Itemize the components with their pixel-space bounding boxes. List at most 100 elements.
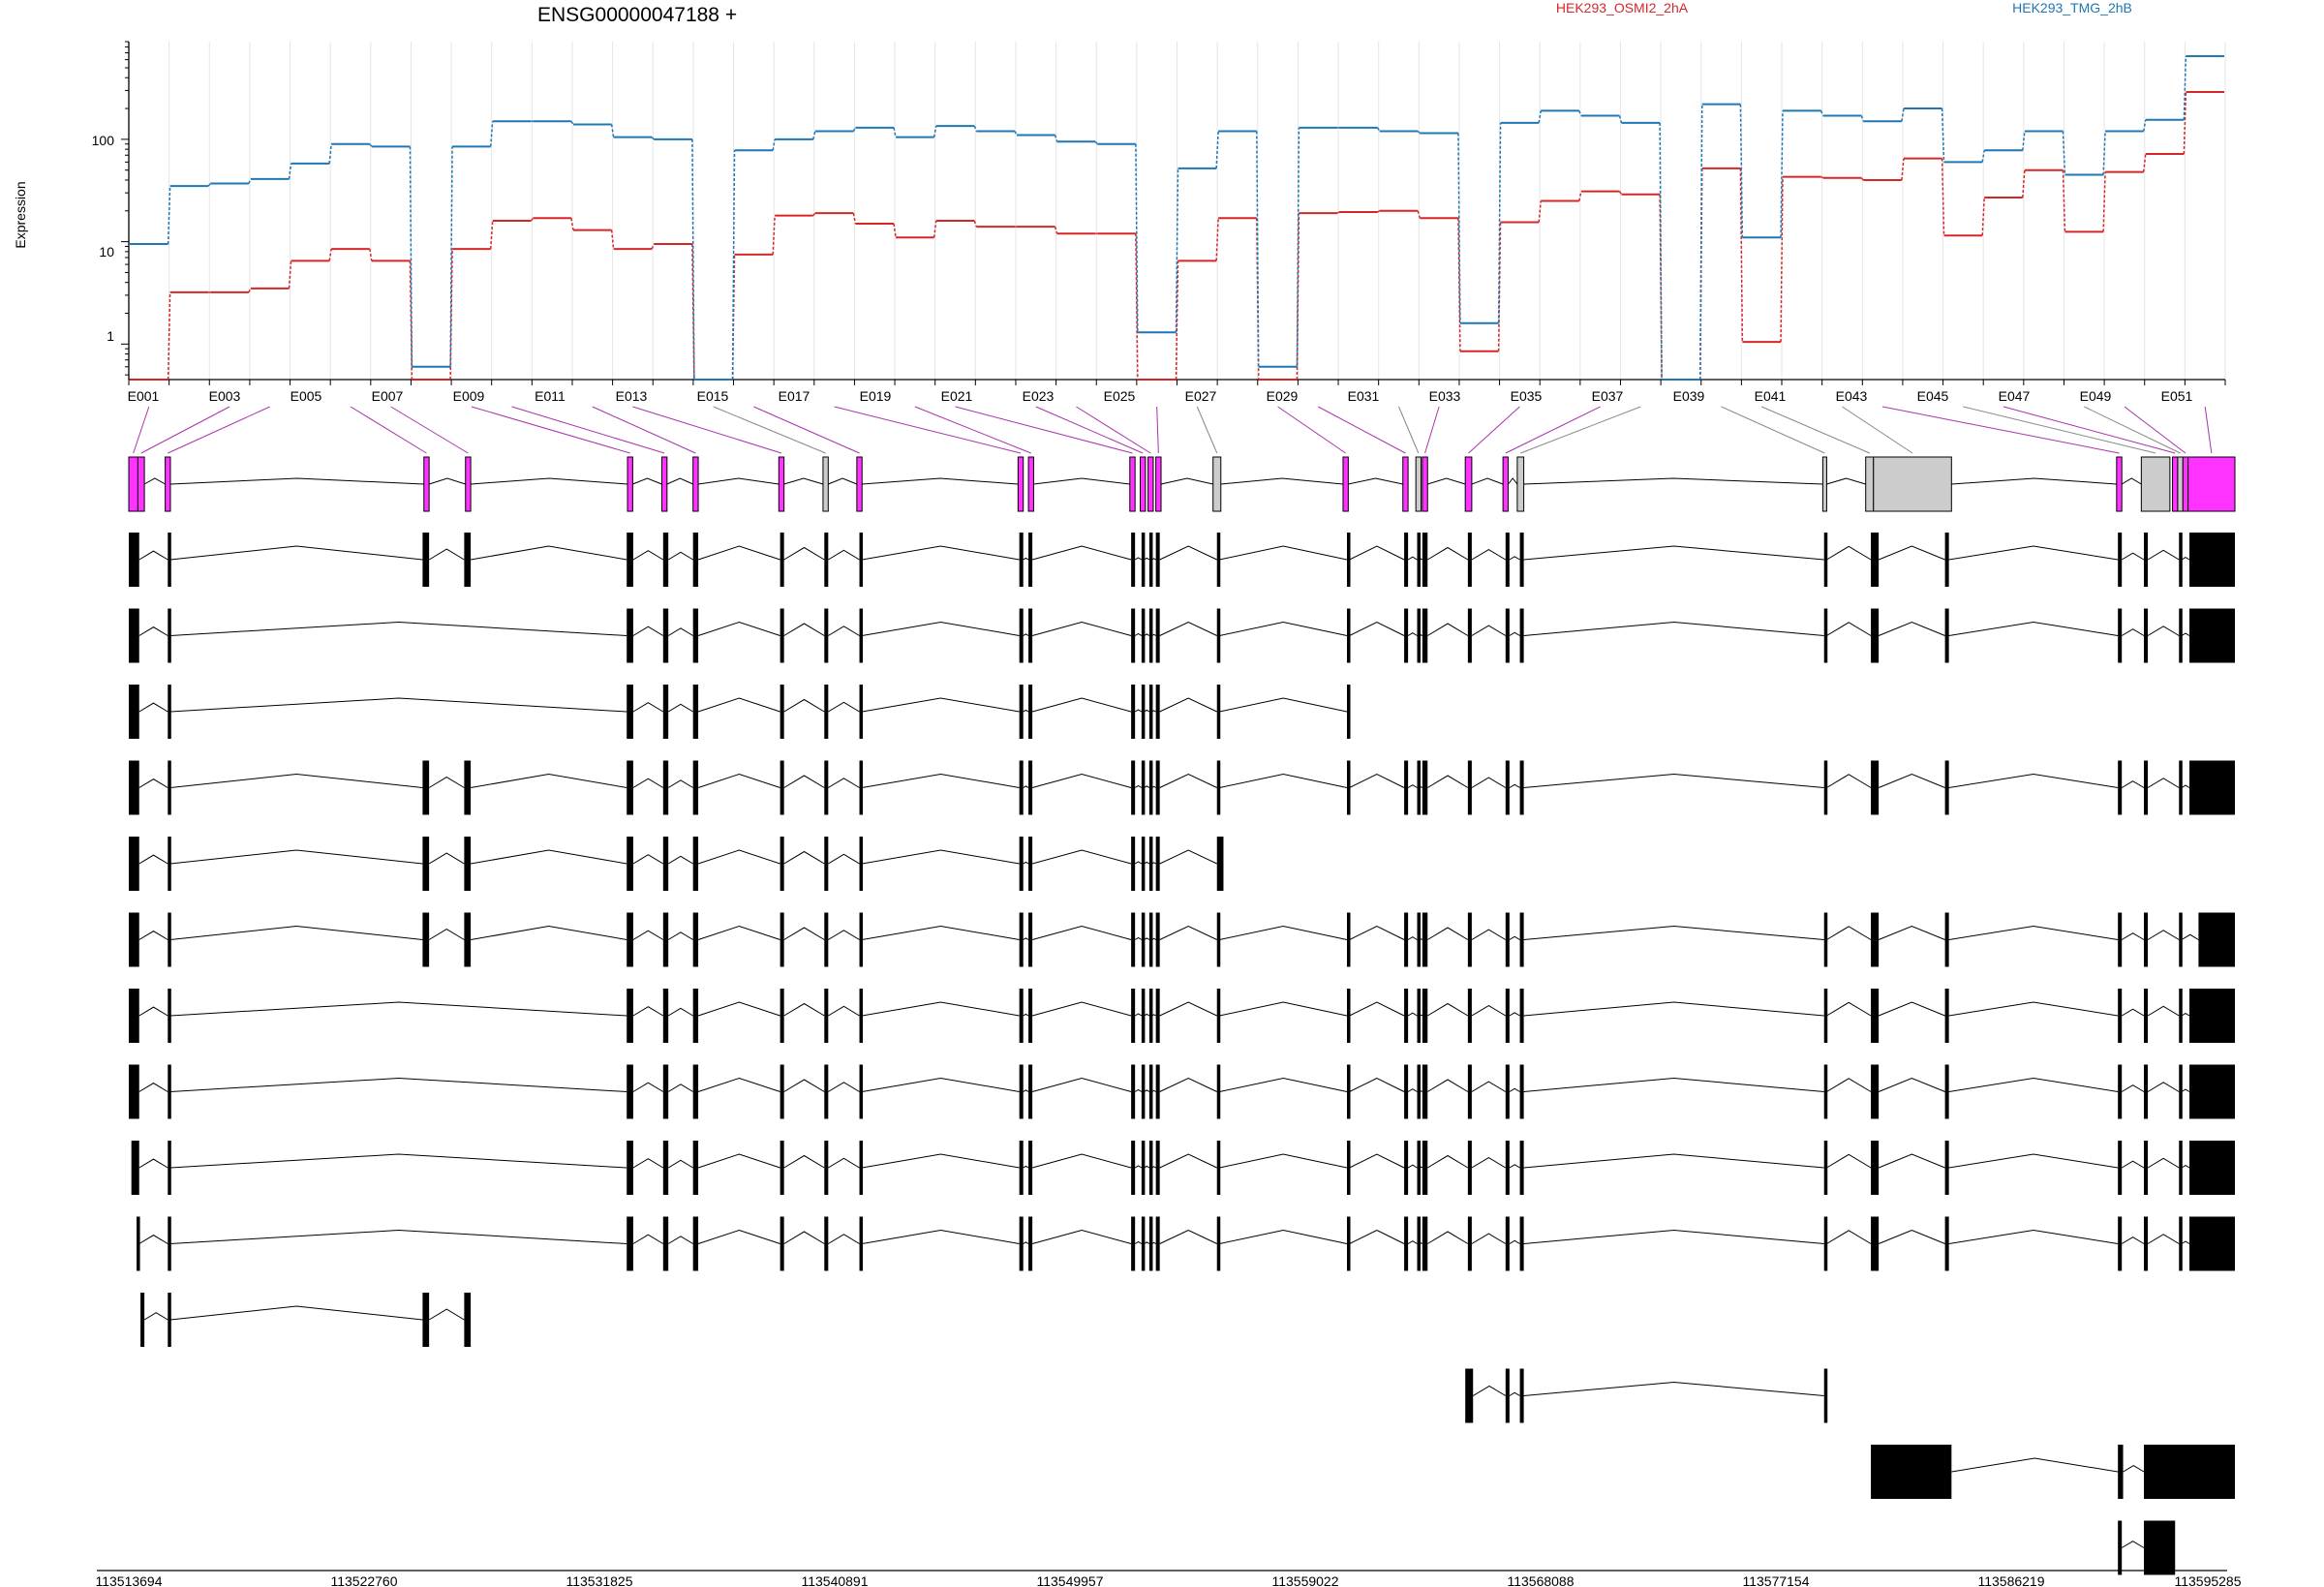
transcript-exon <box>2118 1141 2123 1195</box>
intron-line <box>1033 477 1130 485</box>
transcript-exon <box>1028 533 1033 587</box>
transcript-exon <box>662 1064 669 1119</box>
transcript-intron <box>783 1079 825 1092</box>
transcript-intron <box>471 925 627 940</box>
legend-series-tmg: HEK293_TMG_2hB <box>2012 0 2132 15</box>
transcript-intron <box>2147 930 2180 940</box>
transcript-intron <box>1407 936 1418 940</box>
transcript-intron <box>138 854 168 865</box>
transcript-exon <box>422 1293 430 1347</box>
transcript-exon <box>464 1293 472 1347</box>
transcript-exon <box>662 608 669 663</box>
series-0-step <box>328 248 332 261</box>
transcript-exon <box>1028 1141 1033 1195</box>
transcript-intron <box>1134 632 1143 636</box>
exon-block <box>856 456 863 512</box>
transcript-exon <box>1519 760 1524 815</box>
transcript-intron <box>2147 1005 2180 1017</box>
transcript-exon <box>464 837 472 891</box>
x-tick-label: E037 <box>1592 388 1624 404</box>
exon-connector <box>753 406 860 454</box>
exon-connector <box>1842 406 1913 454</box>
series-1-step <box>1659 122 1663 381</box>
x-tick-label: E035 <box>1511 388 1543 404</box>
transcript-intron <box>1134 1088 1143 1092</box>
intron-line <box>2121 477 2142 485</box>
transcript-exon <box>692 608 699 663</box>
transcript-exon <box>1823 1064 1828 1119</box>
transcript-row <box>1871 1445 2235 1499</box>
series-0-step <box>369 248 373 261</box>
exon-block <box>1422 456 1428 512</box>
series-1-step <box>1538 110 1542 123</box>
transcript-intron <box>1349 925 1405 940</box>
transcript-intron <box>2181 1165 2190 1169</box>
transcript-intron <box>1826 545 1872 561</box>
transcript-intron <box>1471 548 1507 561</box>
transcript-intron <box>2147 1157 2180 1169</box>
transcript-intron <box>1509 1012 1520 1017</box>
series-1-step <box>1094 140 1098 145</box>
transcript-intron <box>1523 925 1824 940</box>
transcript-intron <box>169 1077 627 1092</box>
transcript-exon <box>1141 989 1146 1043</box>
transcript-exon <box>1216 1141 1221 1195</box>
transcript-exon <box>1422 912 1428 967</box>
genomic-tick-label: 113559022 <box>1271 1573 1338 1587</box>
transcript-exon <box>1155 760 1160 815</box>
transcript-exon <box>1944 1216 1949 1271</box>
transcript-intron <box>138 1158 168 1169</box>
transcript-exon <box>1148 912 1153 967</box>
transcript-exon <box>2179 533 2183 587</box>
exon-connector <box>955 406 1133 454</box>
transcript-exon <box>2189 608 2235 663</box>
transcript-exon <box>1519 1064 1524 1119</box>
transcript-exon <box>1019 1141 1024 1195</box>
transcript-exon <box>1028 912 1033 967</box>
transcript-intron <box>697 621 780 636</box>
exon-block <box>128 456 138 512</box>
x-tick-label: E033 <box>1429 388 1461 404</box>
intron-line <box>1508 477 1518 485</box>
transcript-exon <box>1155 837 1160 891</box>
transcript-intron <box>2121 780 2145 788</box>
transcript-intron <box>1826 1230 1872 1244</box>
transcript-exon <box>1519 533 1524 587</box>
series-0-step <box>1618 191 1623 196</box>
transcript-exon <box>2189 1141 2235 1195</box>
exon-block <box>137 456 145 512</box>
transcript-exon <box>1944 533 1949 587</box>
transcript-exon <box>1216 1216 1221 1271</box>
series-0-step <box>2102 171 2106 232</box>
transcript-row <box>2118 1520 2176 1575</box>
transcript-exon <box>168 1141 171 1195</box>
transcript-exon <box>662 837 669 891</box>
y-tick-label: 100 <box>92 133 115 148</box>
transcript-intron <box>428 852 465 865</box>
exon-block <box>778 456 785 512</box>
transcript-intron <box>138 1083 168 1092</box>
transcript-intron <box>1134 557 1143 561</box>
exon-connector <box>511 406 665 454</box>
transcript-exon <box>1141 1216 1146 1271</box>
transcript-row <box>129 685 1351 739</box>
transcript-intron <box>1948 1153 2119 1169</box>
transcript-intron <box>169 1305 423 1321</box>
series-1-step <box>933 125 937 137</box>
transcript-exon <box>2118 1445 2124 1499</box>
series-0-step <box>1417 210 1422 219</box>
transcript-intron <box>632 550 664 561</box>
x-tick-label: E029 <box>1267 388 1299 404</box>
series-1-step <box>1780 110 1784 238</box>
transcript-intron <box>138 702 168 713</box>
series-1-step <box>1981 150 1985 163</box>
transcript-intron <box>471 773 627 788</box>
transcript-exon <box>1155 1064 1160 1119</box>
series-1-step <box>288 163 292 179</box>
transcript-intron <box>1219 697 1348 713</box>
transcript-intron <box>1471 777 1507 788</box>
transcript-intron <box>1426 1231 1469 1244</box>
transcript-intron <box>828 1234 860 1244</box>
transcript-exon <box>2144 912 2149 967</box>
intron-line <box>143 477 166 485</box>
